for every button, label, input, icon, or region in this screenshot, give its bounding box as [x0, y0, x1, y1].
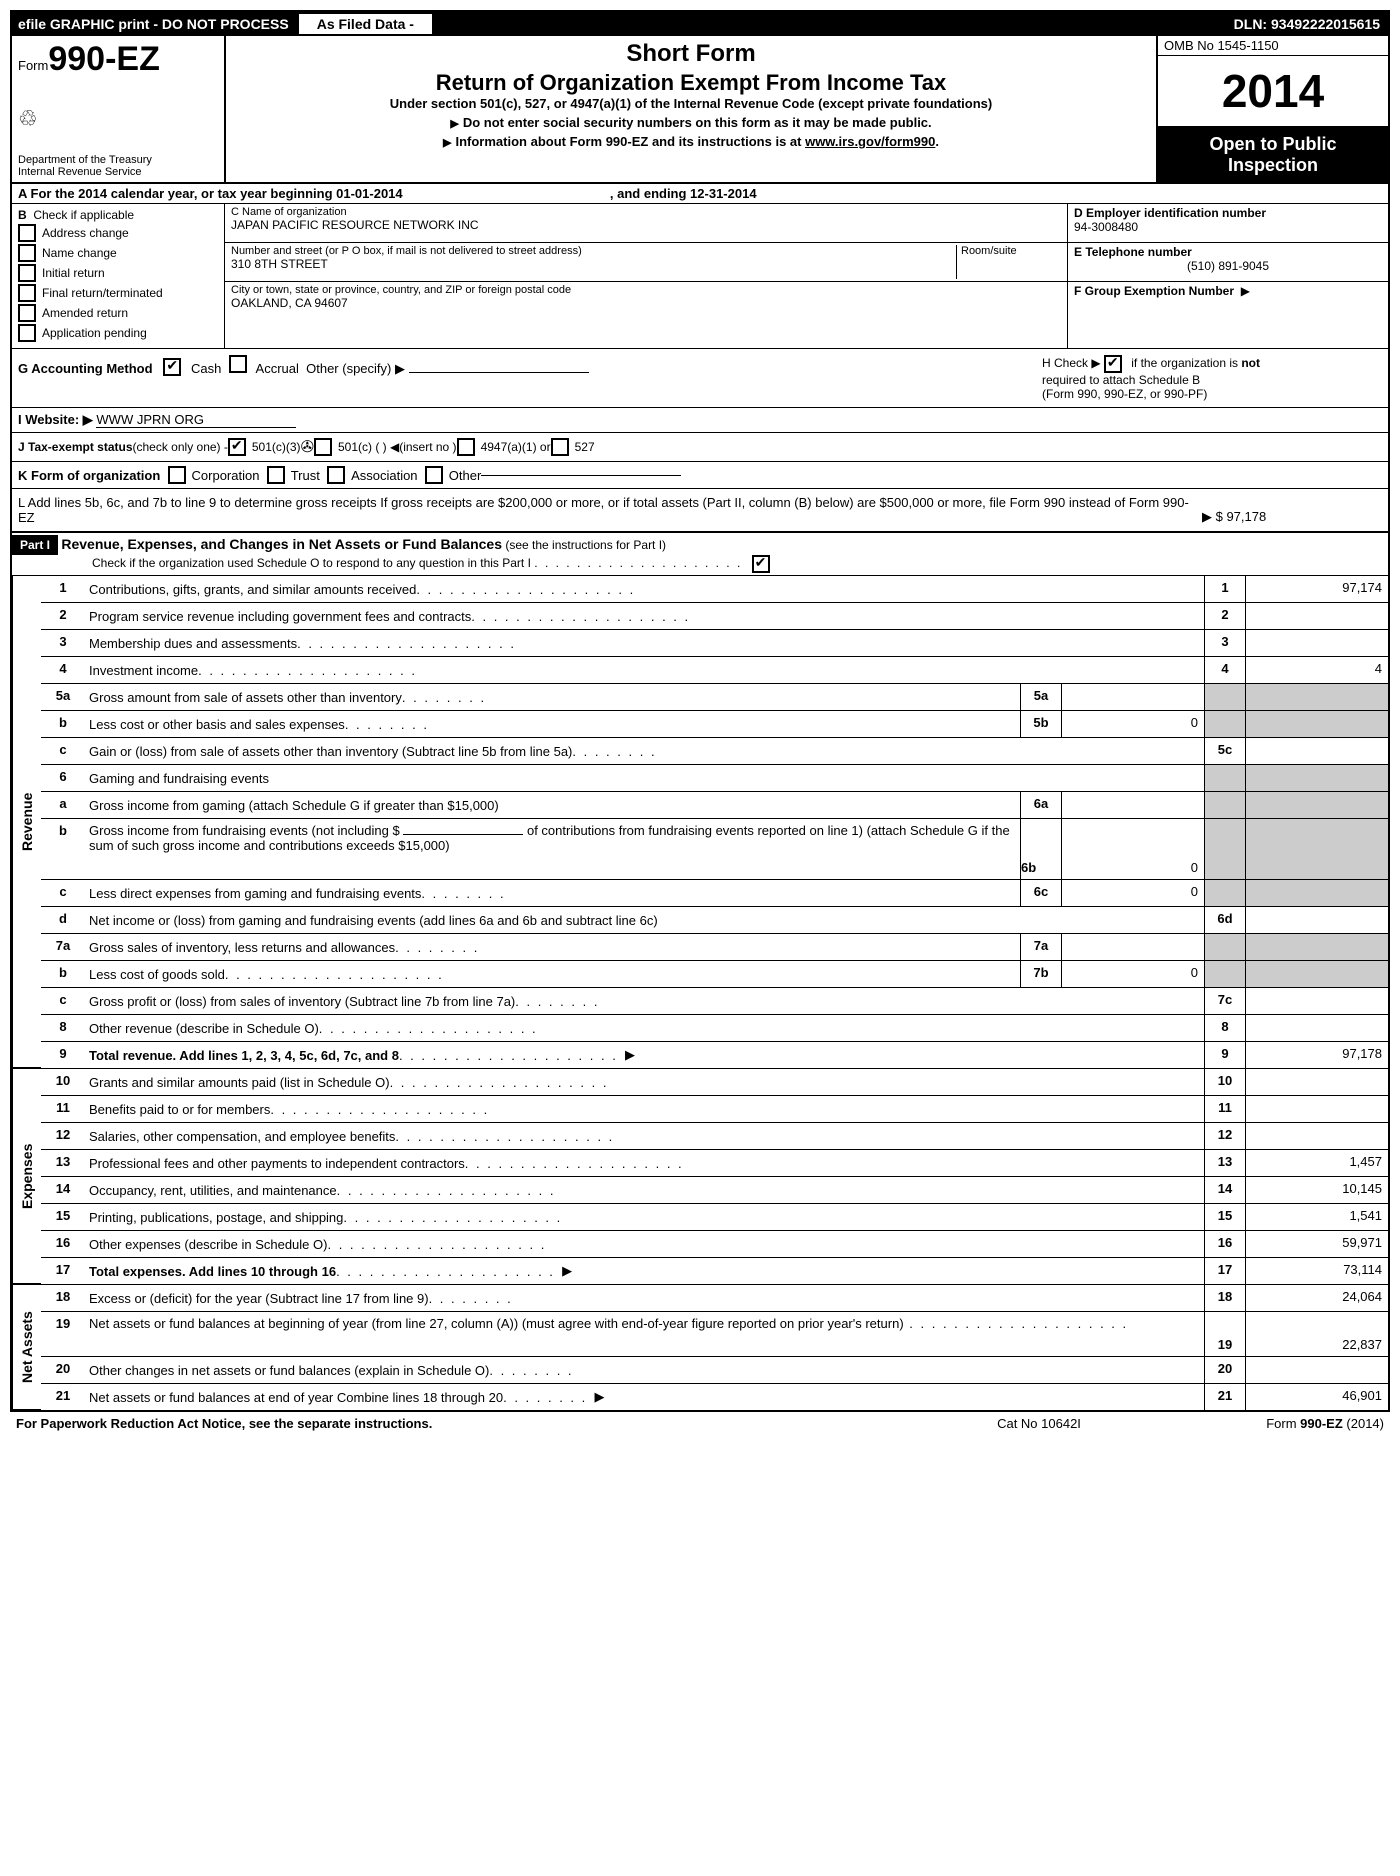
section-bcdef: B Check if applicable Address change Nam…: [12, 204, 1388, 349]
telephone: (510) 891-9045: [1074, 259, 1382, 273]
col-b: B Check if applicable Address change Nam…: [12, 204, 225, 348]
footer-notice: For Paperwork Reduction Act Notice, see …: [16, 1416, 914, 1431]
header: Form990-EZ ♲ Department of the Treasury …: [12, 36, 1388, 184]
l-value: ▶ $ 97,178: [1202, 495, 1382, 525]
warn-ssn: Do not enter social security numbers on …: [236, 115, 1146, 130]
checkbox[interactable]: [18, 264, 36, 282]
checkbox-501c3[interactable]: [228, 438, 246, 456]
street: 310 8TH STREET: [231, 257, 956, 271]
checkbox[interactable]: [168, 466, 186, 484]
netassets-section: Net Assets 18Excess or (deficit) for the…: [12, 1284, 1388, 1410]
checkbox[interactable]: [18, 224, 36, 242]
row-a-end: , and ending 12-31-2014: [610, 186, 757, 201]
expenses-label: Expenses: [12, 1069, 41, 1284]
header-center: Short Form Return of Organization Exempt…: [226, 36, 1156, 182]
g-accounting: G Accounting Method Cash Accrual Other (…: [18, 355, 589, 377]
checkbox-h[interactable]: [1104, 355, 1122, 373]
header-right: OMB No 1545-1150 2014 Open to Public Ins…: [1156, 36, 1388, 182]
irs-link[interactable]: www.irs.gov/form990: [805, 134, 935, 149]
col-def: D Employer identification number 94-3008…: [1067, 204, 1388, 348]
checkbox-4947[interactable]: [457, 438, 475, 456]
k-form-org: K Form of organization Corporation Trust…: [12, 462, 1388, 489]
topbar-mid: As Filed Data -: [299, 14, 432, 34]
checkbox[interactable]: [18, 304, 36, 322]
checkbox[interactable]: [327, 466, 345, 484]
footer: For Paperwork Reduction Act Notice, see …: [10, 1412, 1390, 1435]
website-value: WWW JPRN ORG: [96, 412, 296, 428]
checkbox-schedule-o[interactable]: [752, 555, 770, 573]
header-left: Form990-EZ ♲ Department of the Treasury …: [12, 36, 226, 182]
i-website: I Website: ▶ WWW JPRN ORG: [12, 408, 1388, 433]
checkbox-accrual[interactable]: [229, 355, 247, 373]
checkbox[interactable]: [18, 324, 36, 342]
part1-header: Part I Revenue, Expenses, and Changes in…: [12, 533, 1388, 576]
open-public: Open to Public Inspection: [1158, 128, 1388, 182]
form-container: efile GRAPHIC print - DO NOT PROCESS As …: [10, 10, 1390, 1412]
dept-block: Department of the Treasury Internal Reve…: [18, 154, 152, 178]
recycle-icon: ♲: [18, 106, 38, 132]
checkbox[interactable]: [18, 244, 36, 262]
checkbox[interactable]: [425, 466, 443, 484]
topbar-left: efile GRAPHIC print - DO NOT PROCESS: [12, 14, 295, 34]
title-short-form: Short Form: [236, 40, 1146, 68]
h-schedule-b: H Check ▶ if the organization is not req…: [1042, 355, 1382, 401]
topbar-dln: DLN: 93492222015615: [1226, 14, 1388, 34]
dept-1: Department of the Treasury: [18, 154, 152, 166]
org-name: JAPAN PACIFIC RESOURCE NETWORK INC: [231, 218, 1061, 232]
revenue-label: Revenue: [12, 576, 41, 1068]
omb-number: OMB No 1545-1150: [1158, 36, 1388, 56]
j-tax-status: J Tax-exempt status(check only one) - 50…: [12, 433, 1388, 462]
netassets-label: Net Assets: [12, 1285, 41, 1410]
footer-form: Form 990-EZ (2014): [1164, 1416, 1384, 1431]
revenue-section: Revenue 1Contributions, gifts, grants, a…: [12, 576, 1388, 1068]
subtitle: Under section 501(c), 527, or 4947(a)(1)…: [236, 96, 1146, 111]
part1-tag: Part I: [12, 535, 58, 555]
dept-2: Internal Revenue Service: [18, 166, 152, 178]
expenses-section: Expenses 10Grants and similar amounts pa…: [12, 1068, 1388, 1284]
warn-info: Information about Form 990-EZ and its in…: [236, 134, 1146, 149]
checkbox-527[interactable]: [551, 438, 569, 456]
row-a: A For the 2014 calendar year, or tax yea…: [12, 184, 1388, 204]
footer-catno: Cat No 10642I: [914, 1416, 1164, 1431]
row-a-begin: A For the 2014 calendar year, or tax yea…: [18, 186, 403, 201]
tax-year: 2014: [1158, 56, 1388, 128]
l-gross-receipts: L Add lines 5b, 6c, and 7b to line 9 to …: [12, 489, 1388, 533]
checkbox[interactable]: [267, 466, 285, 484]
title-return: Return of Organization Exempt From Incom…: [236, 70, 1146, 96]
checkbox-cash[interactable]: [163, 358, 181, 376]
col-c: C Name of organization JAPAN PACIFIC RES…: [225, 204, 1067, 348]
form-name: 990-EZ: [48, 40, 160, 78]
checkbox-501c[interactable]: [314, 438, 332, 456]
g-h-block: G Accounting Method Cash Accrual Other (…: [12, 349, 1388, 408]
ein: 94-3008480: [1074, 220, 1382, 234]
arrow-icon: [443, 134, 455, 149]
city: OAKLAND, CA 94607: [231, 296, 1061, 310]
top-bar: efile GRAPHIC print - DO NOT PROCESS As …: [12, 12, 1388, 36]
checkbox[interactable]: [18, 284, 36, 302]
form-prefix: Form: [18, 58, 48, 73]
